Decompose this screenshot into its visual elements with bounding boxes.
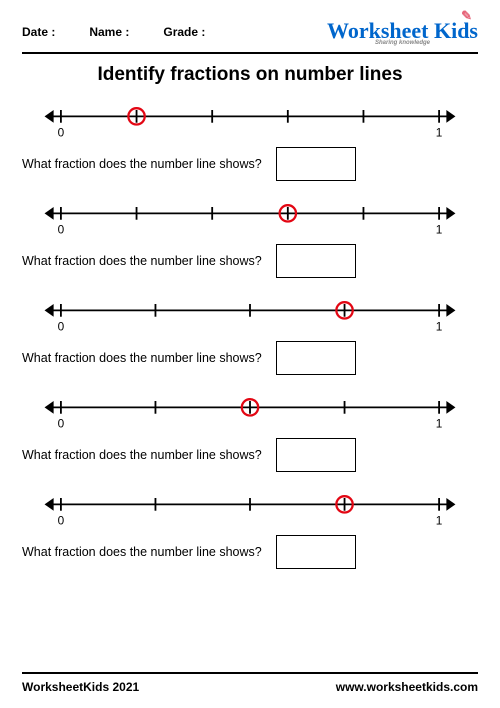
svg-text:1: 1 [436, 416, 443, 430]
svg-text:1: 1 [436, 319, 443, 333]
problems-container: 01What fraction does the number line sho… [22, 100, 478, 569]
date-label: Date : [22, 25, 55, 39]
problem: 01What fraction does the number line sho… [22, 197, 478, 278]
answer-box[interactable] [276, 438, 356, 472]
number-line: 01 [22, 197, 478, 237]
question-text: What fraction does the number line shows… [22, 545, 262, 559]
question-row: What fraction does the number line shows… [22, 535, 478, 569]
question-row: What fraction does the number line shows… [22, 147, 478, 181]
question-row: What fraction does the number line shows… [22, 438, 478, 472]
problem: 01What fraction does the number line sho… [22, 391, 478, 472]
question-row: What fraction does the number line shows… [22, 244, 478, 278]
svg-text:0: 0 [58, 319, 65, 333]
logo: ✎ Worksheet Kids Sharing knowledge [327, 18, 478, 46]
footer-left: WorksheetKids 2021 [22, 680, 139, 694]
header-rule [22, 52, 478, 54]
footer: WorksheetKids 2021 www.worksheetkids.com [22, 672, 478, 694]
question-text: What fraction does the number line shows… [22, 351, 262, 365]
answer-box[interactable] [276, 341, 356, 375]
svg-text:0: 0 [58, 125, 65, 139]
name-label: Name : [89, 25, 129, 39]
question-text: What fraction does the number line shows… [22, 157, 262, 171]
number-line: 01 [22, 391, 478, 431]
svg-text:1: 1 [436, 222, 443, 236]
number-line: 01 [22, 294, 478, 334]
question-row: What fraction does the number line shows… [22, 341, 478, 375]
svg-text:1: 1 [436, 513, 443, 527]
question-text: What fraction does the number line shows… [22, 254, 262, 268]
answer-box[interactable] [276, 147, 356, 181]
problem: 01What fraction does the number line sho… [22, 100, 478, 181]
svg-text:1: 1 [436, 125, 443, 139]
grade-label: Grade : [163, 25, 205, 39]
footer-right: www.worksheetkids.com [336, 680, 478, 694]
page-title: Identify fractions on number lines [22, 64, 478, 86]
footer-rule [22, 672, 478, 674]
header-row: Date : Name : Grade : ✎ Worksheet Kids S… [22, 18, 478, 46]
question-text: What fraction does the number line shows… [22, 448, 262, 462]
svg-text:0: 0 [58, 222, 65, 236]
problem: 01What fraction does the number line sho… [22, 488, 478, 569]
number-line: 01 [22, 488, 478, 528]
svg-text:0: 0 [58, 416, 65, 430]
number-line: 01 [22, 100, 478, 140]
pencil-icon: ✎ [461, 8, 472, 24]
svg-text:0: 0 [58, 513, 65, 527]
answer-box[interactable] [276, 244, 356, 278]
problem: 01What fraction does the number line sho… [22, 294, 478, 375]
answer-box[interactable] [276, 535, 356, 569]
